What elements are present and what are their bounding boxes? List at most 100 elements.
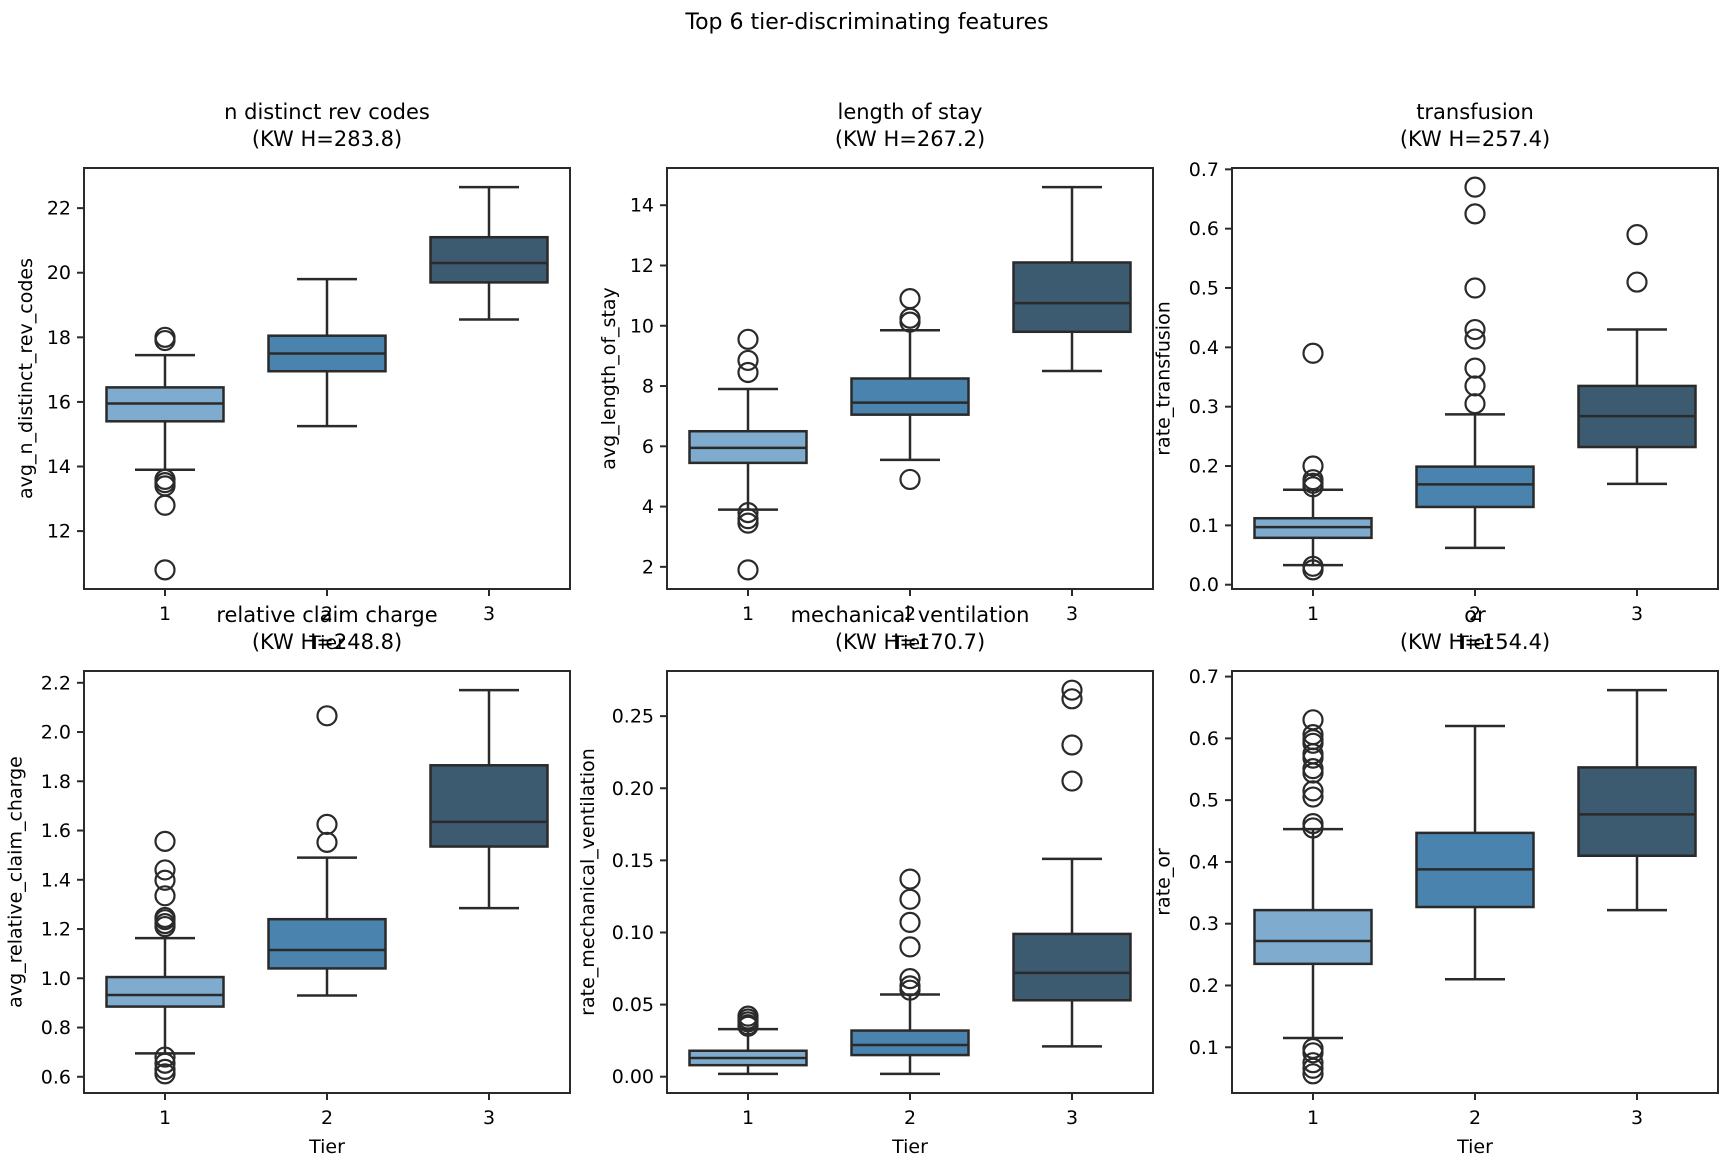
y-tick-label: 2.2: [41, 672, 71, 694]
y-tick-label: 22: [47, 198, 71, 220]
y-tick-label: 0.20: [612, 778, 654, 800]
y-tick-label: 1.2: [41, 919, 71, 941]
y-axis-label: avg_length_of_stay: [598, 287, 620, 470]
subplot-title: mechanical ventilation: [791, 603, 1030, 627]
outlier-point: [154, 885, 176, 907]
y-tick-label: 12: [47, 521, 71, 543]
y-tick-label: 0.0: [1189, 574, 1219, 596]
outlier-point: [154, 1052, 176, 1074]
outlier-point: [737, 559, 759, 581]
outlier-point: [899, 311, 921, 333]
x-tick-label: 1: [1307, 1107, 1319, 1129]
box-tier-3: [429, 235, 549, 284]
box-tier-1: [1253, 908, 1373, 966]
y-tick-label: 1.6: [41, 820, 71, 842]
outlier-point: [899, 888, 921, 910]
outlier-point: [1464, 277, 1486, 299]
outlier-point: [1302, 780, 1324, 802]
y-tick-label: 12: [630, 255, 654, 277]
outlier-point: [737, 1015, 759, 1037]
y-axis-label: avg_relative_claim_charge: [5, 756, 27, 1008]
x-tick-label: 2: [1469, 603, 1481, 625]
outlier-point: [1302, 1057, 1324, 1079]
x-tick-label: 1: [159, 603, 171, 625]
y-tick-label: 18: [47, 327, 71, 349]
outlier-point: [1302, 786, 1324, 808]
subplot-subtitle: (KW H=267.2): [835, 127, 985, 151]
outlier-point: [899, 911, 921, 933]
outlier-point: [1302, 342, 1324, 364]
y-tick-label: 8: [642, 376, 654, 398]
outlier-point: [899, 868, 921, 890]
y-tick-label: 0.6: [1189, 728, 1219, 750]
y-tick-label: 0.1: [1189, 515, 1219, 537]
subplot-subtitle: (KW H=248.8): [252, 630, 402, 654]
y-tick-label: 0.3: [1189, 396, 1219, 418]
x-axis-label: Tier: [1456, 632, 1493, 654]
subplot-subtitle: (KW H=154.4): [1400, 630, 1550, 654]
outlier-point: [737, 328, 759, 350]
y-tick-label: 20: [47, 262, 71, 284]
y-tick-label: 1.4: [41, 869, 71, 891]
y-tick-label: 0.5: [1189, 790, 1219, 812]
y-axis-label: rate_mechanical_ventilation: [577, 748, 599, 1016]
x-axis-label: Tier: [308, 632, 345, 654]
outlier-point: [316, 705, 338, 727]
y-tick-label: 0.6: [41, 1066, 71, 1088]
outlier-point: [737, 349, 759, 372]
outlier-point: [1302, 1042, 1324, 1064]
y-axis-label: rate_transfusion: [1153, 301, 1175, 456]
outlier-point: [899, 936, 921, 958]
box-tier-3: [1577, 766, 1697, 857]
x-tick-label: 3: [1066, 603, 1078, 625]
x-tick-label: 3: [1066, 1107, 1078, 1129]
y-tick-label: 2.0: [41, 722, 71, 744]
x-tick-label: 3: [1631, 1107, 1643, 1129]
y-tick-label: 14: [47, 456, 71, 478]
outlier-point: [899, 468, 921, 491]
y-tick-label: 1.8: [41, 771, 71, 793]
outlier-point: [154, 329, 176, 352]
outlier-point: [154, 559, 176, 581]
y-tick-label: 1.0: [41, 968, 71, 990]
outlier-point: [154, 869, 176, 891]
outlier-point: [154, 1063, 176, 1085]
y-tick-label: 6: [642, 436, 654, 458]
y-tick-label: 0.3: [1189, 913, 1219, 935]
axes-frame: [666, 167, 1154, 590]
box-tier-1: [105, 975, 225, 1008]
outlier-point: [1464, 357, 1486, 379]
y-axis-label: avg_n_distinct_rev_codes: [15, 258, 37, 499]
y-tick-label: 0.25: [612, 706, 654, 728]
y-tick-label: 0.7: [1189, 159, 1219, 181]
y-tick-label: 0.5: [1189, 278, 1219, 300]
subplot-title: length of stay: [837, 100, 982, 124]
x-axis-label: Tier: [891, 632, 928, 654]
outlier-point: [316, 831, 338, 853]
outlier-point: [1061, 734, 1083, 756]
x-tick-label: 1: [1307, 603, 1319, 625]
outlier-point: [154, 915, 176, 938]
x-axis-label: Tier: [308, 1136, 345, 1158]
x-tick-label: 2: [321, 1107, 333, 1129]
axes-frame: [83, 167, 571, 590]
box-tier-3: [1012, 261, 1132, 334]
axes-frame: [83, 670, 571, 1094]
subplot-title: transfusion: [1416, 100, 1534, 124]
outlier-point: [1464, 176, 1486, 198]
outlier-point: [1464, 318, 1486, 341]
outlier-point: [737, 512, 759, 534]
outlier-point: [737, 502, 759, 524]
outlier-point: [1464, 375, 1486, 397]
outlier-point: [1626, 224, 1648, 246]
box-tier-2: [1415, 465, 1535, 509]
outlier-point: [1302, 817, 1324, 839]
subplot-subtitle: (KW H=170.7): [835, 630, 985, 654]
y-tick-label: 0.4: [1189, 851, 1219, 873]
x-tick-label: 2: [904, 603, 916, 625]
axes-frame: [666, 670, 1154, 1094]
y-tick-label: 2: [642, 556, 654, 578]
x-tick-label: 1: [159, 1107, 171, 1129]
subplot-title: or: [1464, 603, 1486, 627]
outlier-point: [1061, 688, 1083, 710]
